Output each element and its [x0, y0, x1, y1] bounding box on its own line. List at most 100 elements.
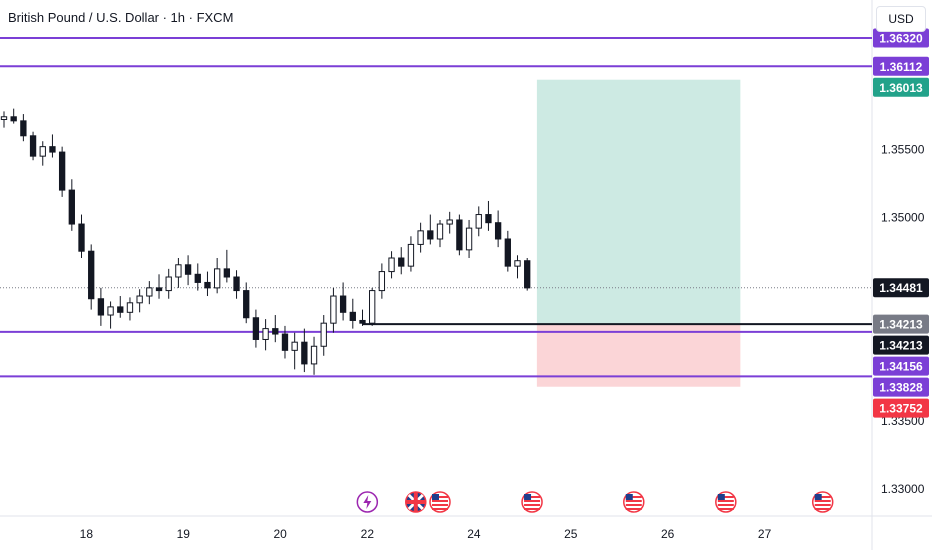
x-tick-label: 24: [467, 527, 481, 541]
candle: [504, 230, 511, 272]
price-badge-label: 1.33752: [879, 402, 923, 416]
currency-button[interactable]: USD: [876, 6, 926, 32]
price-badge-entry-dark: 1.34213: [873, 335, 929, 355]
candle: [243, 282, 250, 324]
target-zone: [536, 79, 741, 325]
us-flag-icon: [521, 491, 543, 513]
candle-body: [262, 328, 269, 340]
candle: [281, 325, 289, 359]
candle: [475, 206, 482, 237]
candle: [126, 297, 134, 321]
candle-body: [194, 273, 201, 283]
price-badge-label: 1.34213: [879, 318, 923, 332]
candle-body: [78, 223, 85, 252]
candle-body: [339, 295, 347, 313]
candle-body: [320, 322, 327, 347]
candle-body: [243, 290, 250, 319]
candle: [494, 210, 502, 248]
price-badge-bg: [873, 278, 929, 298]
candle-body: [155, 287, 163, 292]
candle: [194, 263, 201, 291]
candle: [68, 179, 75, 231]
price-badge-level: 1.36112: [873, 56, 929, 76]
candle-body: [291, 341, 298, 351]
candle: [146, 281, 153, 305]
candle-body: [398, 257, 405, 267]
price-badge-entry-grey: 1.34213: [873, 314, 929, 334]
candle-body: [146, 287, 153, 297]
candle-body: [233, 276, 240, 292]
candle: [378, 263, 386, 299]
candle: [485, 200, 492, 231]
price-badge-level: 1.34156: [873, 356, 929, 376]
candle: [446, 211, 453, 234]
candle: [310, 336, 318, 375]
candle-body: [427, 230, 434, 240]
candle-body: [349, 311, 356, 321]
candle-body: [436, 223, 444, 240]
candle: [29, 131, 37, 161]
y-tick-label: 1.35500: [881, 142, 925, 156]
candle: [136, 289, 143, 313]
candle: [388, 251, 395, 279]
candle-body: [29, 135, 37, 157]
candle: [320, 315, 327, 356]
candle: [223, 249, 231, 283]
price-badge-target: 1.36013: [873, 77, 929, 97]
candle: [175, 258, 182, 288]
candle: [165, 268, 172, 299]
candle-body: [213, 268, 221, 289]
candle: [369, 287, 376, 326]
candle-body: [58, 151, 66, 191]
candle-body: [252, 317, 260, 340]
candle-body: [10, 116, 17, 122]
price-badge-label: 1.36112: [880, 60, 923, 74]
y-tick-label: 1.35000: [881, 210, 925, 224]
price-badge-bg: [873, 335, 929, 355]
candle-body: [504, 238, 511, 267]
candle-body: [0, 116, 8, 120]
candle-body: [417, 230, 424, 245]
price-badge-level: 1.33828: [873, 377, 929, 397]
x-tick-label: 27: [758, 527, 772, 541]
candle-body: [465, 227, 473, 251]
candle-body: [281, 333, 289, 351]
candle-body: [88, 250, 95, 300]
price-badge-bg: [873, 377, 929, 397]
x-tick-label: 25: [564, 527, 578, 541]
price-badge-label: 1.34156: [879, 360, 923, 374]
candle-body: [97, 298, 105, 316]
us-flag-icon: [429, 491, 451, 513]
candle: [456, 214, 463, 256]
candle-body: [369, 290, 376, 324]
price-badge-bg: [873, 77, 929, 97]
candle: [417, 222, 424, 253]
price-badge-label: 1.33828: [879, 381, 923, 395]
x-tick-label: 18: [80, 527, 94, 541]
candle-body: [301, 341, 308, 365]
candle-body: [223, 268, 231, 278]
price-badge-label: 1.34481: [879, 281, 923, 295]
candle-body: [330, 295, 337, 324]
candle: [349, 298, 356, 329]
x-tick-label: 22: [361, 527, 375, 541]
price-badge-stop: 1.33752: [873, 398, 929, 418]
candle-body: [165, 276, 172, 292]
y-tick-label: 1.33000: [881, 482, 925, 496]
candle: [359, 309, 366, 326]
candle-body: [20, 120, 27, 137]
candle-body: [126, 302, 134, 313]
candle-body: [117, 306, 124, 313]
price-badge-bg: [873, 56, 929, 76]
candle: [339, 282, 347, 321]
candle-body: [378, 271, 386, 292]
price-badge-bg: [873, 398, 929, 418]
candle-body: [446, 219, 453, 225]
candle: [97, 287, 105, 326]
price-badge-label: 1.36013: [879, 81, 923, 95]
candle: [204, 271, 211, 297]
us-flag-icon: [623, 491, 645, 513]
candle-body: [184, 264, 192, 275]
candle: [407, 236, 415, 272]
